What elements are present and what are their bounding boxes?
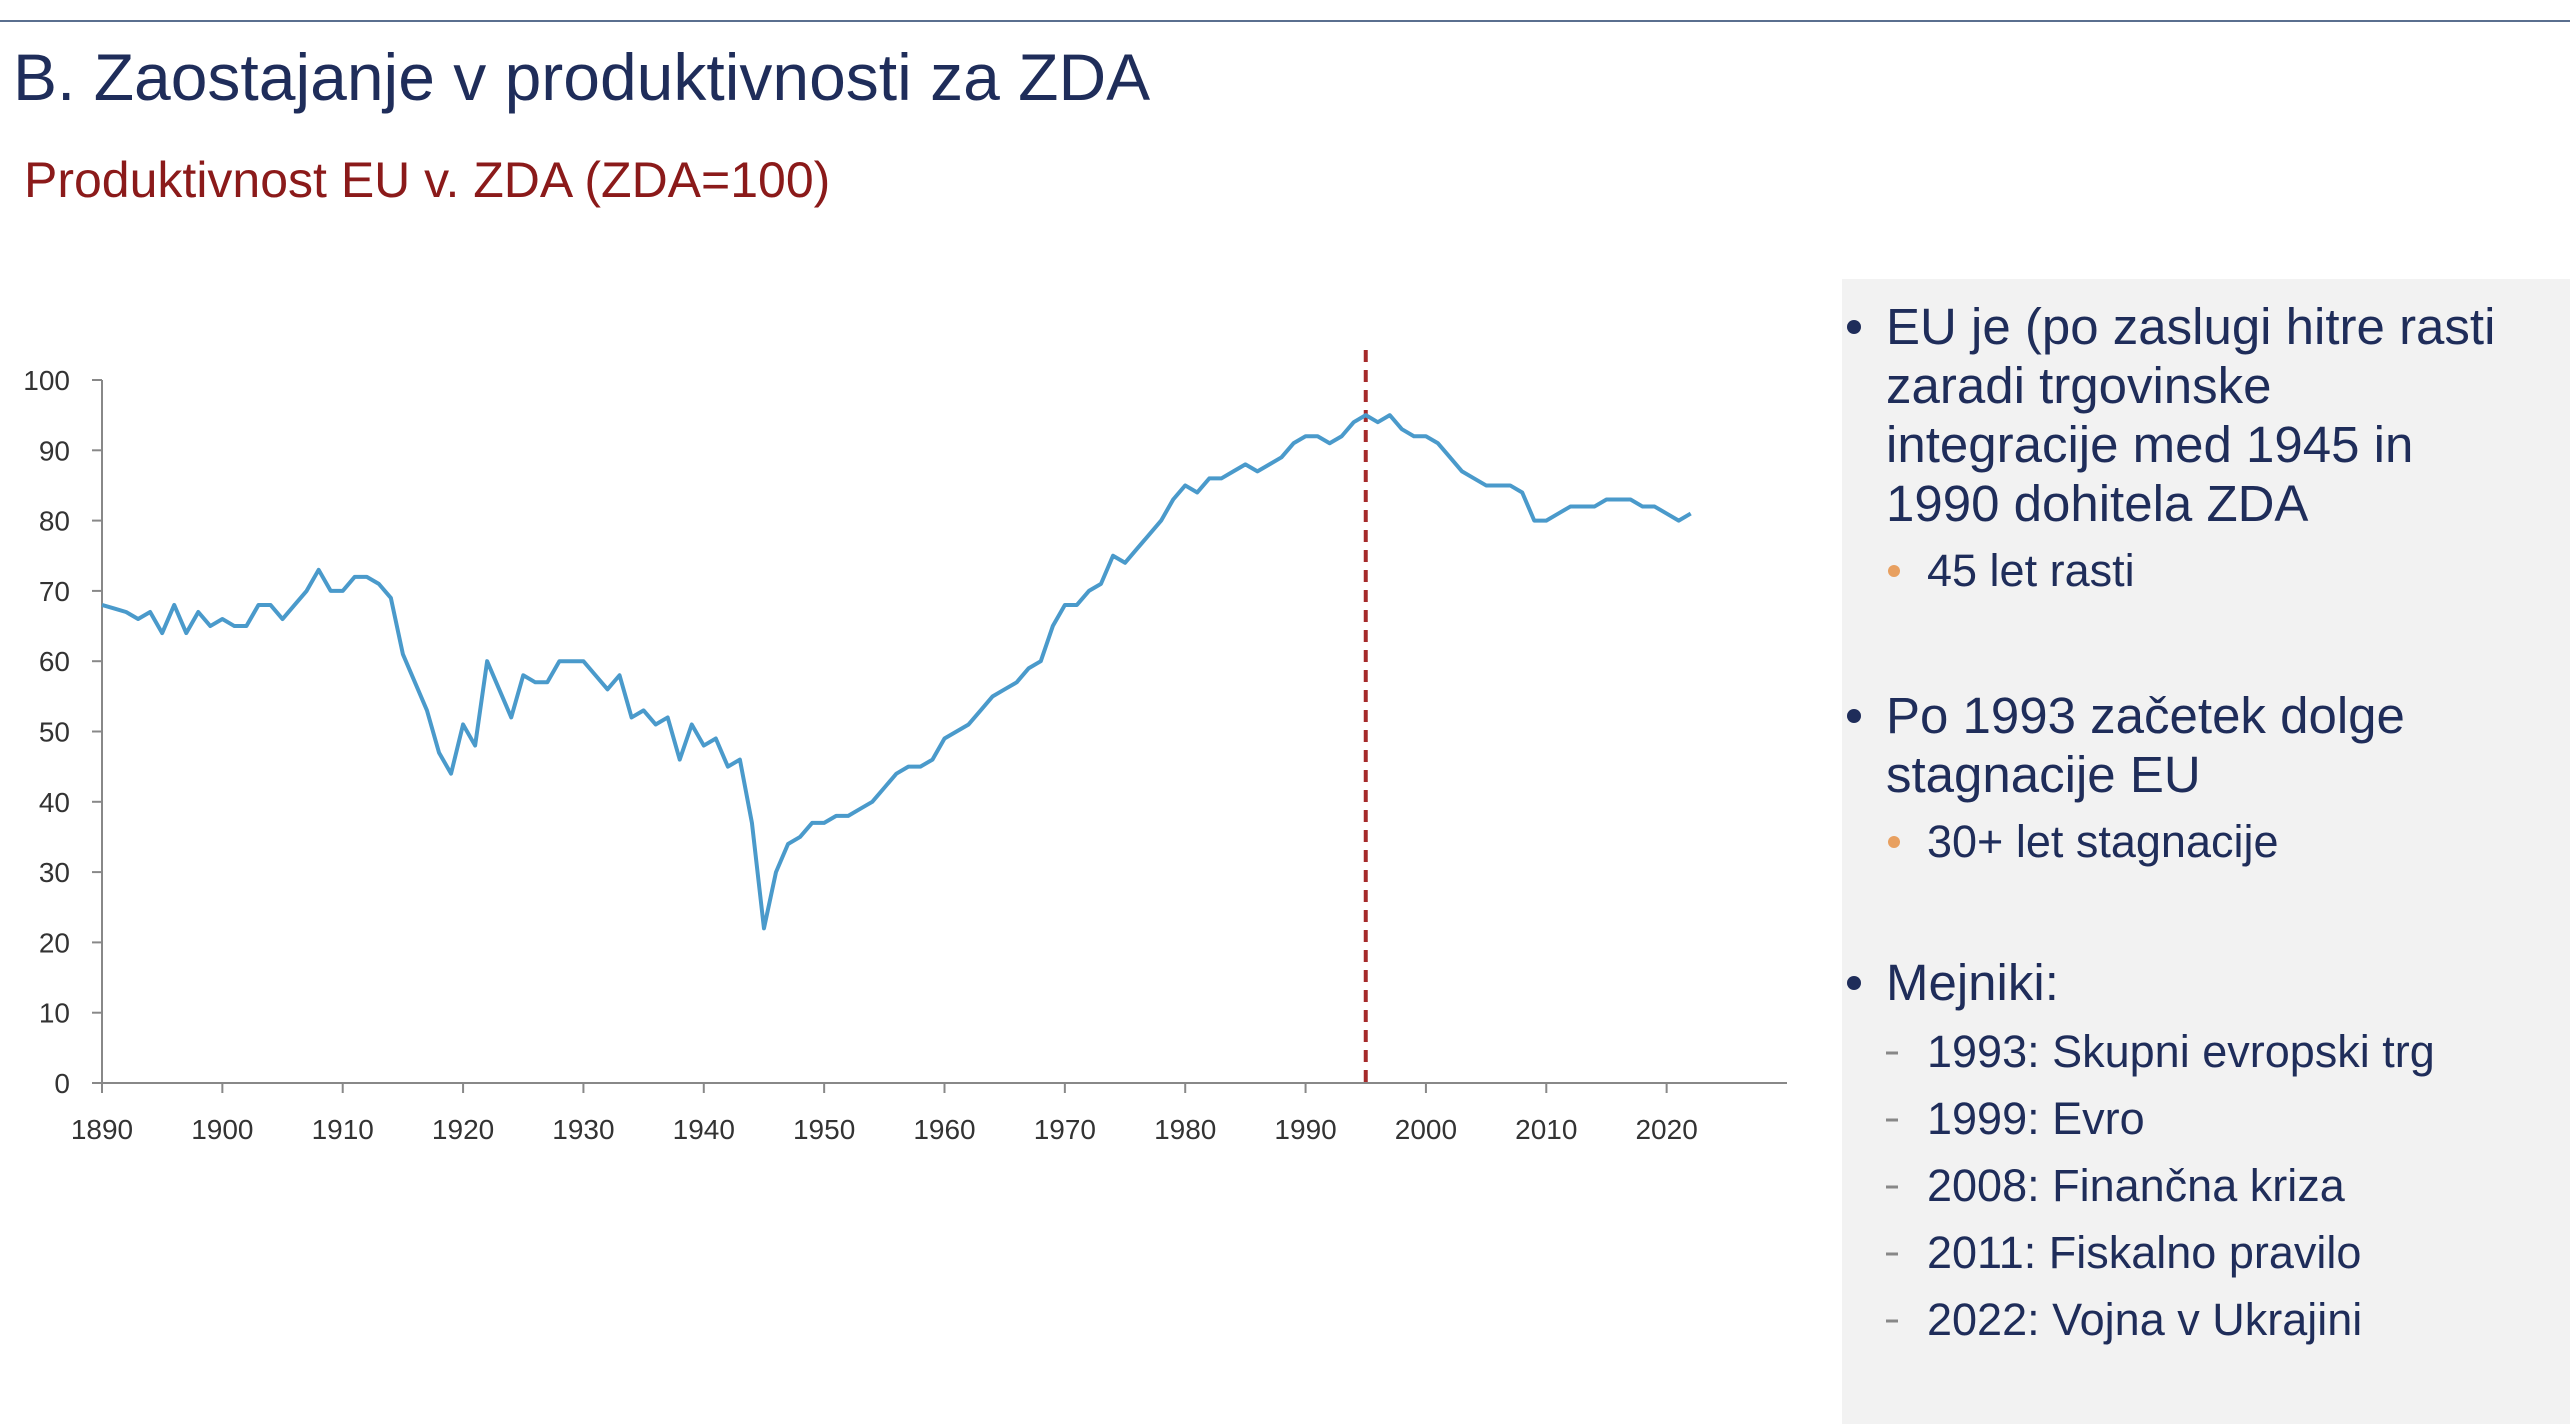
x-tick-label: 1970 (1034, 1114, 1096, 1145)
y-tick-label: 40 (39, 787, 70, 818)
bullet-text: 1990 dohitela ZDA (1886, 475, 2308, 532)
bullet-text: EU je (po zaslugi hitre rasti (1886, 298, 2495, 355)
y-tick-label: 20 (39, 927, 70, 958)
bullet-text: zaradi trgovinske (1886, 357, 2272, 414)
item-text: 2022: Vojna v Ukrajini (1927, 1294, 2362, 1345)
item-text: 1999: Evro (1927, 1093, 2145, 1144)
x-tick-label: 1900 (191, 1114, 253, 1145)
sub-bullet (1888, 836, 1900, 848)
bullet (1847, 320, 1861, 334)
x-tick-label: 2020 (1635, 1114, 1697, 1145)
bullet-text: stagnacije EU (1886, 746, 2201, 803)
x-tick-label: 2010 (1515, 1114, 1577, 1145)
x-tick-label: 1950 (793, 1114, 855, 1145)
x-tick-label: 1980 (1154, 1114, 1216, 1145)
x-tick-label: 2000 (1395, 1114, 1457, 1145)
x-tick-label: 1990 (1274, 1114, 1336, 1145)
bullet (1847, 976, 1861, 990)
bullet-text: Mejniki: (1886, 954, 2059, 1011)
x-tick-label: 1930 (552, 1114, 614, 1145)
bullet (1847, 709, 1861, 723)
chart-title: Produktivnost EU v. ZDA (ZDA=100) (24, 152, 830, 208)
y-tick-label: 80 (39, 506, 70, 537)
data-line (101, 413, 1692, 931)
x-tick-label: 1940 (673, 1114, 735, 1145)
sub-bullet-text: 30+ let stagnacije (1927, 816, 2279, 867)
item-text: 2011: Fiskalno pravilo (1927, 1227, 2361, 1278)
sub-bullet (1888, 565, 1900, 577)
y-tick-label: 70 (39, 576, 70, 607)
x-tick-label: 1920 (432, 1114, 494, 1145)
y-tick-label: 100 (23, 365, 70, 396)
bullet-text: Po 1993 začetek dolge (1886, 687, 2405, 744)
y-tick-label: 0 (54, 1068, 70, 1099)
sub-bullet-text: 45 let rasti (1927, 545, 2135, 596)
slide-title: B. Zaostajanje v produktivnosti za ZDA (13, 40, 1150, 114)
y-tick-label: 50 (39, 717, 70, 748)
y-tick-label: 30 (39, 857, 70, 888)
x-tick-label: 1890 (71, 1114, 133, 1145)
side-panel (1842, 279, 2570, 1424)
y-tick-label: 60 (39, 646, 70, 677)
item-text: 1993: Skupni evropski trg (1927, 1026, 2435, 1077)
item-text: 2008: Finančna kriza (1927, 1160, 2346, 1211)
bullet-text: integracije med 1945 in (1886, 416, 2413, 473)
x-tick-label: 1910 (312, 1114, 374, 1145)
y-tick-label: 90 (39, 435, 70, 466)
y-tick-label: 10 (39, 998, 70, 1029)
x-tick-label: 1960 (913, 1114, 975, 1145)
